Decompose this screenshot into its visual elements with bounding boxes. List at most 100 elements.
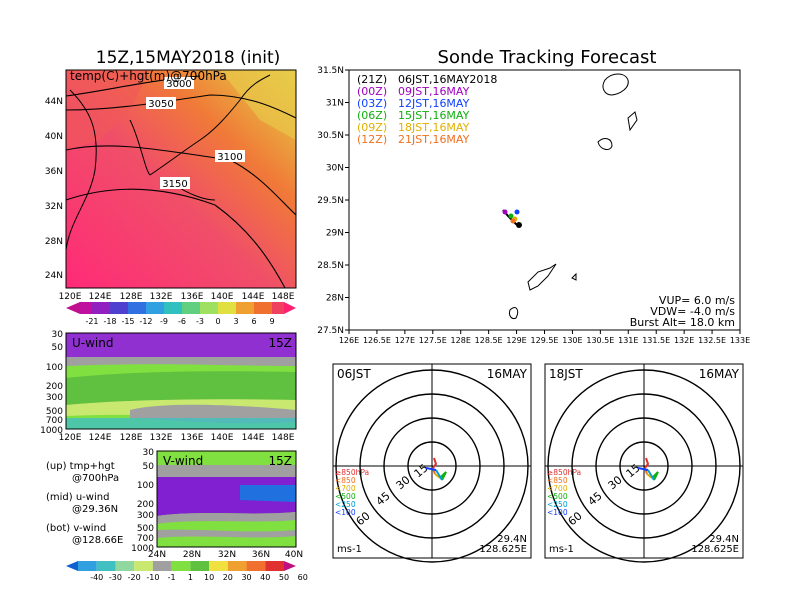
lat-tick: 30N: [326, 164, 344, 174]
legend-time: 15JST,16MAY: [398, 109, 470, 122]
lon-tick: 140E: [211, 433, 234, 443]
contour-label: 3050: [148, 99, 173, 110]
colorbar-cell: [254, 302, 272, 314]
colorbar-label: -3: [196, 317, 204, 326]
lat-tick: 24N: [45, 271, 63, 281]
lon-tick: 126.5E: [363, 336, 391, 345]
colorbar-cell: [80, 302, 92, 314]
param-vdw: VDW= -4.0 m/s: [650, 305, 735, 318]
lat-tick: 30.5N: [317, 131, 344, 141]
contour-label-box: [164, 77, 194, 89]
colorbar-cell: [200, 302, 218, 314]
wind-colorbar: -40 -30 -20 -10 -1 1 10 20 30 40 50 60: [66, 561, 308, 582]
colorbar-cell: [171, 561, 191, 571]
p-tick: 500: [46, 407, 63, 417]
lon-tick: 127E: [395, 336, 415, 345]
p-tick: 1000: [40, 426, 63, 436]
hodo-legend-item: <500: [335, 492, 356, 501]
u-panel-time: 15Z: [269, 336, 293, 350]
lat-tick: 40N: [45, 132, 63, 142]
colorbar-cell: [236, 302, 254, 314]
colorbar-label: 10: [204, 573, 214, 582]
legend-time: 09JST,16MAY: [398, 85, 470, 98]
lon-tick: 132E: [150, 292, 173, 302]
colorbar-label: 0: [215, 317, 220, 326]
lat-tick: 31.5N: [317, 66, 344, 76]
track-lat-axis: 27.5N 28N 28.5N 29N 29.5N 30N 30.5N 31N 31.5N: [317, 66, 349, 336]
sonde-point: [502, 209, 508, 215]
colorbar-cell: [164, 302, 182, 314]
p-tick: 50: [143, 462, 155, 472]
colorbar-cell: [272, 302, 284, 314]
lat-tick: 24N: [148, 550, 166, 560]
hodo-time: 06JST: [337, 367, 371, 381]
hodo-legend-item: <100: [335, 508, 356, 517]
hodo-unit: ms-1: [337, 544, 362, 555]
lon-tick: 128E: [120, 433, 143, 443]
hodo-lat: 29.4N: [709, 534, 739, 545]
u-frame: [65, 332, 297, 430]
colorbar-label: -20: [128, 573, 141, 582]
p-tick: 200: [137, 500, 154, 510]
colorbar-cell: [152, 561, 172, 571]
u-wind-panel: U-wind 15Z 30 50 100 200 300 500 700 100…: [40, 330, 297, 443]
lon-tick: 130E: [562, 336, 582, 345]
colorbar-cell: [190, 561, 210, 571]
lat-tick: 40N: [285, 550, 303, 560]
sonde-point: [514, 209, 520, 215]
hodo-legend-item: <700: [547, 484, 568, 493]
colorbar-cell: [78, 561, 97, 571]
lon-tick: 132E: [674, 336, 694, 345]
lat-tick: 29N: [326, 229, 344, 239]
p-tick: 30: [143, 448, 155, 458]
lat-tick: 27.5N: [317, 326, 344, 336]
v-field-band: [157, 529, 296, 538]
map-height-contours: [65, 75, 297, 289]
temperature-colorbar: -21 -18 -15 -12 -9 -6 -3 0 3 6 9: [66, 302, 296, 326]
legend-time: 18JST,16MAY: [398, 121, 470, 134]
colorbar-cell: [110, 302, 128, 314]
lon-tick: 128E: [451, 336, 471, 345]
contour-label: 3100: [217, 152, 242, 163]
lon-tick: 130.5E: [586, 336, 614, 345]
hodo-legend-item: ≥850hPa: [335, 468, 369, 477]
colorbar-arrow: [66, 302, 80, 314]
v-field-band: [240, 485, 296, 502]
lat-tick: 31N: [326, 99, 344, 109]
p-tick: 1000: [131, 544, 154, 554]
colorbar-cell: [227, 561, 247, 571]
lon-tick: 129E: [506, 336, 526, 345]
lat-tick: 32N: [218, 550, 236, 560]
lon-tick: 126E: [339, 336, 359, 345]
hodo-trace: [644, 457, 650, 469]
hodo-legend-item: <250: [335, 500, 356, 509]
island-outline: [509, 307, 519, 319]
hodo-trace: [425, 467, 437, 471]
colorbar-label: -21: [85, 317, 98, 326]
lon-tick: 148E: [272, 433, 295, 443]
lon-tick: 144E: [242, 433, 265, 443]
map-subtitle: temp(C)+hgt(m)@700hPa: [70, 69, 227, 83]
colorbar-label: 1: [188, 573, 193, 582]
note-line: (up) tmp+hgt: [46, 461, 115, 472]
contour-label-box: [215, 150, 245, 162]
legend-code: (03Z): [357, 97, 387, 110]
v-wind-panel: V-wind 15Z 30 50 100 200 300 500 700 100…: [131, 448, 303, 560]
lat-tick: 44N: [45, 97, 63, 107]
map-frame: [65, 69, 297, 289]
hodo-unit: ms-1: [549, 544, 574, 555]
lon-tick: 136E: [181, 433, 204, 443]
lon-tick: 129.5E: [531, 336, 559, 345]
p-tick: 200: [46, 382, 63, 392]
colorbar-arrow: [284, 561, 296, 571]
temperature-height-map: 15Z,15MAY2018 (init) 3000 3050 3100 3150…: [45, 48, 297, 302]
hodo-trace: [434, 473, 441, 479]
hodo-legend-item: <500: [547, 492, 568, 501]
lon-tick: 128.5E: [475, 336, 503, 345]
map-lon-axis: 120E 124E 128E 132E 136E 140E 144E 148E: [59, 292, 295, 302]
v-panel-label: V-wind: [163, 454, 203, 468]
u-field-band: [66, 371, 296, 405]
island-outline: [571, 272, 577, 281]
u-field-band: [66, 418, 296, 429]
lon-tick: 132E: [150, 433, 173, 443]
